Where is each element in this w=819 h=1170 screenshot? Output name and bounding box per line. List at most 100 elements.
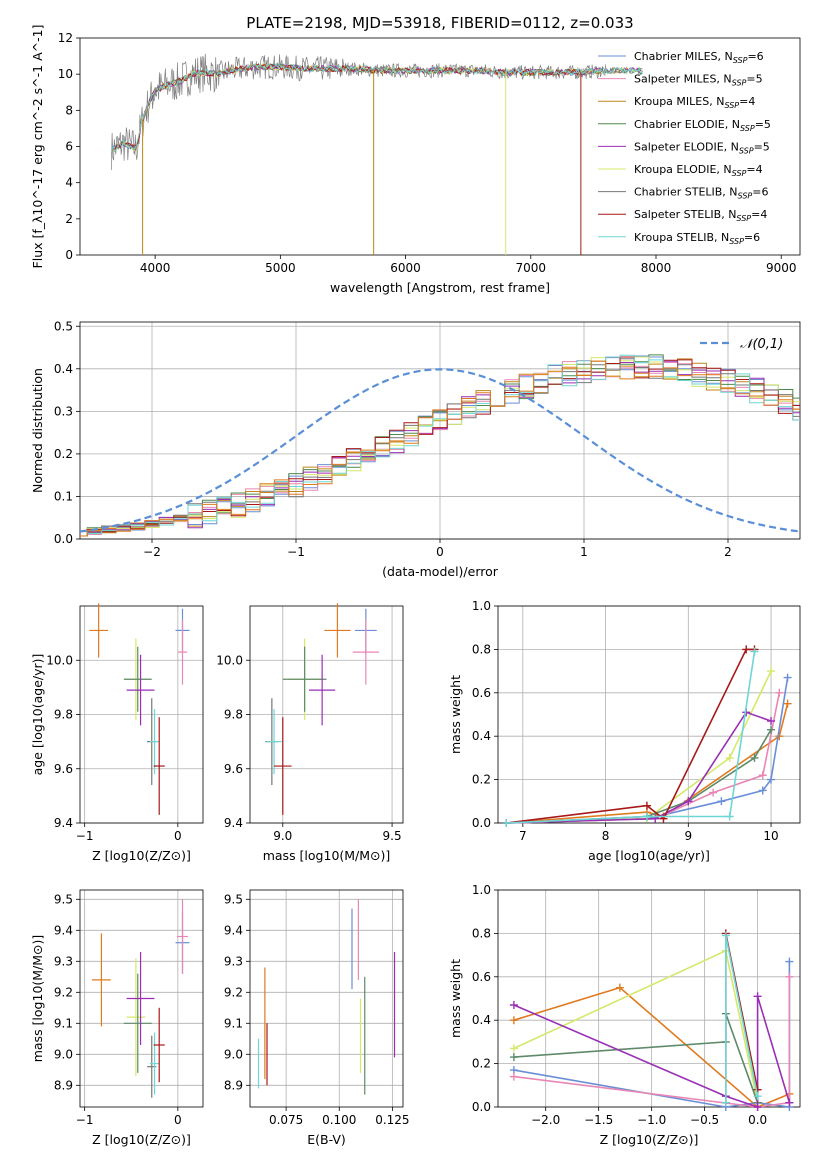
y-tick-label: 9.5	[54, 892, 73, 906]
y-tick-label: 0.0	[472, 816, 491, 830]
weight-marker	[509, 1016, 518, 1025]
legend-label: Chabrier STELIB, NSSP=6	[634, 186, 768, 201]
panel-mass_vs_Z: −1 0 8.9 9.0 9.1 9.2 9.3 9.4 9.5 Z [log10(Z/Z⊙)] m…	[30, 889, 204, 1147]
y-tick-label: 9.4	[224, 816, 243, 830]
histogram-series	[80, 354, 800, 537]
x-tick-label: −1.5	[584, 1113, 613, 1127]
legend-label: Chabrier MILES, NSSP=6	[634, 50, 764, 65]
x-tick-label: 0.0	[748, 1113, 767, 1127]
model-spectrum-salpeter_stelib	[110, 63, 580, 154]
legend-label: Kroupa ELODIE, NSSP=4	[634, 163, 763, 178]
x-tick-label: −1	[287, 545, 305, 559]
model-spectrum-kroupa_stelib	[110, 63, 643, 154]
x-tick-label: 9	[684, 829, 692, 843]
x-tick-label: 0	[174, 829, 182, 843]
weight-marker	[775, 732, 784, 741]
x-tick-label: 9.0	[273, 829, 292, 843]
y-tick-label: 0.6	[472, 686, 491, 700]
y-tick-label: 0.2	[54, 447, 73, 461]
legend-label: 𝒩(0,1)	[740, 337, 783, 352]
y-tick-label: 0.8	[472, 926, 491, 940]
x-axis-label: Z [log10(Z/Z⊙)]	[92, 848, 191, 863]
x-tick-label: 9.5	[383, 829, 402, 843]
x-tick-label: 2	[724, 545, 732, 559]
y-tick-label: 0.4	[472, 1013, 491, 1027]
weight-series-orange	[513, 986, 790, 1108]
y-tick-label: 0	[65, 248, 73, 262]
y-tick-label: 0.0	[54, 532, 73, 546]
x-tick-label: 0	[174, 1113, 182, 1127]
y-tick-label: 10.0	[216, 653, 243, 667]
y-tick-label: 0.4	[54, 362, 73, 376]
weight-marker	[758, 786, 767, 795]
histogram-series	[80, 356, 800, 537]
weight-marker	[785, 972, 794, 981]
legend-label: Salpeter MILES, NSSP=5	[634, 73, 763, 88]
y-tick-label: 9.4	[54, 816, 73, 830]
spectrum-lines	[110, 53, 643, 255]
x-tick-label: −2	[143, 545, 161, 559]
weight-marker	[758, 771, 767, 780]
axes-frame	[497, 889, 801, 1108]
y-tick-label: 6	[65, 140, 73, 154]
y-tick-label: 9.0	[54, 1047, 73, 1061]
y-tick-label: 0.0	[472, 1100, 491, 1114]
weight-marker	[783, 699, 792, 708]
weight-marker	[742, 645, 751, 654]
x-axis-label: wavelength [Angstrom, rest frame]	[330, 280, 550, 295]
x-tick-label: 4000	[140, 261, 171, 275]
x-tick-label: 0.100	[322, 1113, 356, 1127]
y-tick-label: 9.3	[54, 954, 73, 968]
legend-label: Chabrier ELODIE, NSSP=5	[634, 118, 771, 133]
axes-frame	[497, 605, 801, 824]
y-axis-label: mass [log10(M/M⊙)]	[30, 935, 45, 1063]
y-tick-label: 9.2	[54, 985, 73, 999]
weight-marker	[509, 1001, 518, 1010]
x-tick-label: 8	[602, 829, 610, 843]
weight-marker	[775, 688, 784, 697]
legend-label: Salpeter ELODIE, NSSP=5	[634, 140, 770, 155]
legend-label: Kroupa STELIB, NSSP=6	[634, 231, 760, 246]
y-tick-label: 0.6	[472, 970, 491, 984]
weight-marker	[642, 801, 651, 810]
weight-marker	[642, 812, 651, 821]
y-tick-label: 8.9	[224, 1078, 243, 1092]
weight-marker	[615, 983, 624, 992]
histogram-steps	[80, 354, 800, 537]
normal-curve	[80, 368, 800, 533]
y-tick-label: 8.9	[54, 1078, 73, 1092]
y-tick-label: 9.6	[54, 762, 73, 776]
panel-residuals: −2 −1 0 1 2 0.0 0.1 0.2 0.3 0.4 0.5 (data-model)/er…	[30, 319, 801, 579]
weight-marker	[509, 1053, 518, 1062]
x-tick-label: 7000	[516, 261, 547, 275]
weight-marker	[725, 812, 734, 821]
y-tick-label: 10	[58, 67, 73, 81]
figure-title: PLATE=2198, MJD=53918, FIBERID=0112, z=0…	[246, 14, 633, 32]
y-tick-label: 9.6	[224, 762, 243, 776]
weight-marker	[725, 753, 734, 762]
y-tick-label: 9.8	[54, 708, 73, 722]
panel-age_vs_Z: −1 0 9.4 9.6 9.8 10.0 Z [log10(Z/Z⊙)] age [log1…	[30, 603, 204, 863]
x-tick-label: 1	[580, 545, 588, 559]
y-tick-label: 0.4	[472, 729, 491, 743]
x-axis-label: Z [log10(Z/Z⊙)]	[600, 1132, 699, 1147]
weight-marker	[721, 1098, 730, 1107]
axes-frame	[249, 889, 404, 1108]
weight-marker	[767, 667, 776, 676]
observed-spectrum	[110, 53, 607, 171]
y-tick-label: 9.1	[54, 1016, 73, 1030]
x-tick-label: 0.075	[269, 1113, 303, 1127]
legend: Chabrier MILES, NSSP=6 Salpeter MILES, NS…	[598, 50, 771, 246]
panel-mass_weight_vs_age: 7 8 9 10 0.0 0.2 0.4 0.6 0.8 1.0 age [log10(age/yr…	[448, 599, 801, 863]
x-tick-label: −2.0	[531, 1113, 560, 1127]
axes-frame	[79, 889, 204, 1108]
x-axis-label: E(B-V)	[307, 1132, 346, 1147]
panel-spectrum: 4000 5000 6000 7000 8000 9000 0 2 4 6 8 10 12 wavelen…	[30, 25, 801, 295]
y-tick-label: 9.0	[224, 1047, 243, 1061]
x-tick-label: 0.125	[375, 1113, 409, 1127]
x-axis-label: mass [log10(M/M⊙)]	[263, 848, 391, 863]
weight-marker	[783, 673, 792, 682]
x-axis-label: (data-model)/error	[382, 564, 499, 579]
y-tick-label: 0.3	[54, 404, 73, 418]
